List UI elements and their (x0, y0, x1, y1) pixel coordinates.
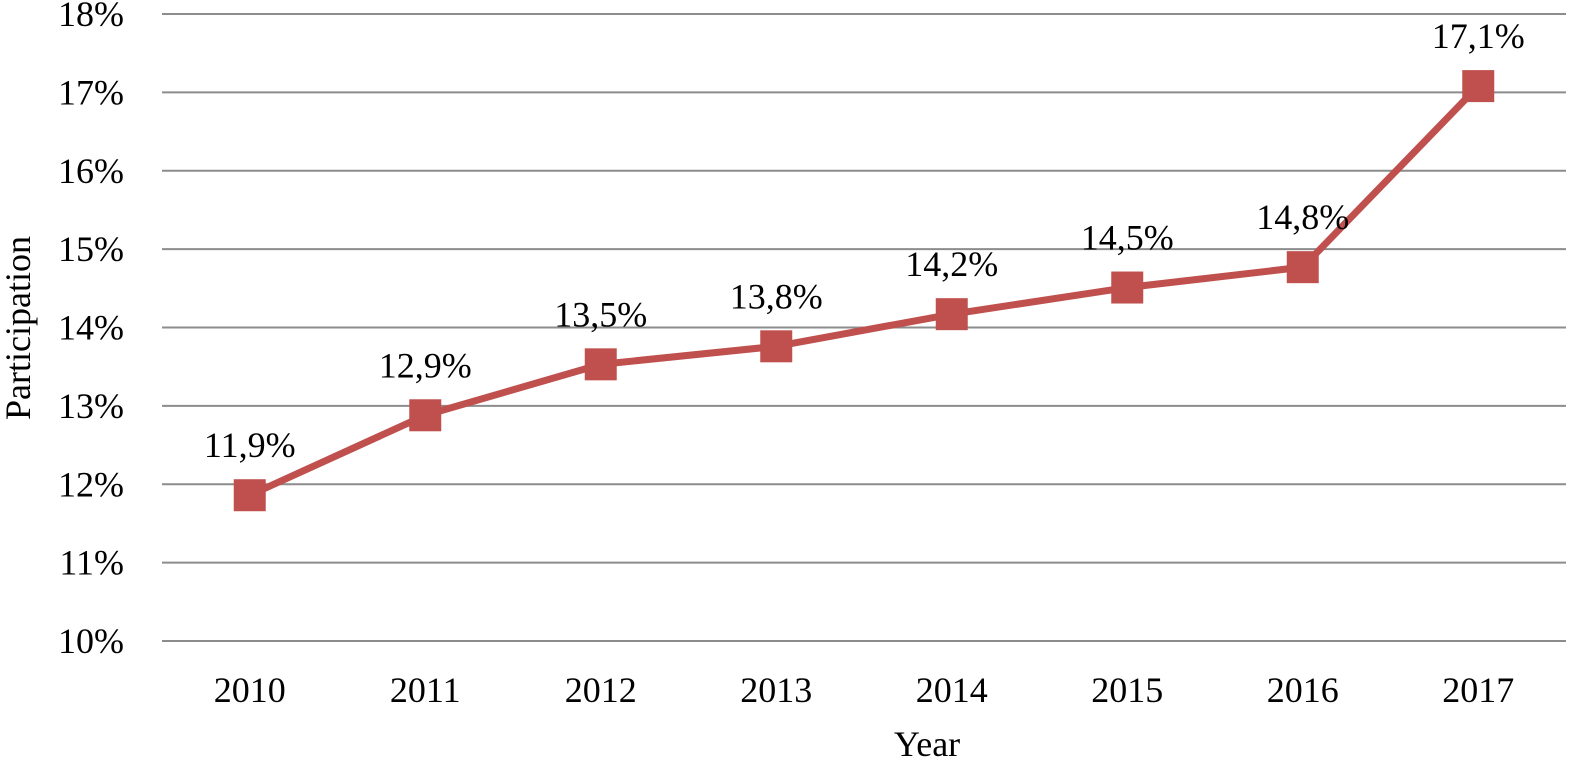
data-label: 13,8% (730, 276, 823, 316)
y-axis-label: Participation (0, 236, 38, 420)
data-label: 12,9% (379, 345, 472, 385)
y-tick-label: 18% (58, 0, 124, 34)
x-tick-label: 2012 (565, 670, 637, 710)
y-tick-label: 11% (59, 543, 124, 583)
data-labels: 11,9% 12,9% 13,5% 13,8% 14,2% 14,5% 14,8% 17,1% (204, 16, 1525, 465)
y-tick-label: 17% (58, 72, 124, 112)
data-label: 14,5% (1081, 218, 1174, 258)
data-point-marker (760, 330, 793, 363)
data-label: 11,9% (204, 425, 296, 465)
series-participation (233, 70, 1495, 512)
x-tick-label: 2010 (214, 670, 286, 710)
data-point-marker (584, 348, 617, 381)
x-tick-label: 2013 (740, 670, 812, 710)
data-point-marker (409, 399, 442, 432)
y-tick-label: 13% (58, 386, 124, 426)
x-tick-label: 2014 (916, 670, 988, 710)
x-tick-label: 2011 (390, 670, 461, 710)
series-line (248, 83, 1481, 499)
y-tick-label: 10% (58, 621, 124, 661)
y-tick-label: 15% (58, 229, 124, 269)
data-point-marker (1286, 251, 1319, 284)
data-label: 14,2% (905, 244, 998, 284)
data-label: 17,1% (1432, 16, 1525, 56)
data-point-marker (1462, 70, 1495, 103)
data-point-marker (1111, 271, 1144, 304)
x-tick-label: 2017 (1442, 670, 1514, 710)
y-tick-label: 14% (58, 308, 124, 348)
data-label: 13,5% (554, 294, 647, 334)
data-label: 14,8% (1256, 197, 1349, 237)
data-point-marker (233, 479, 266, 512)
y-tick-label: 12% (58, 464, 124, 504)
y-tick-label: 16% (58, 151, 124, 191)
y-axis-ticks: 10% 11% 12% 13% 14% 15% 16% 17% 18% (58, 0, 124, 661)
x-axis-ticks: 2010 2011 2012 2013 2014 2015 2016 2017 (214, 670, 1515, 710)
x-axis-label: Year (894, 724, 960, 761)
data-point-marker (935, 298, 968, 331)
x-tick-label: 2016 (1267, 670, 1339, 710)
x-tick-label: 2015 (1091, 670, 1163, 710)
